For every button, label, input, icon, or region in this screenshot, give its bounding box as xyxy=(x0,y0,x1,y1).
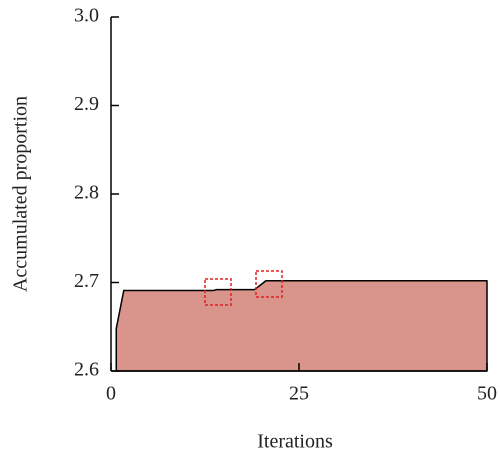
highlight-box xyxy=(204,278,232,306)
y-tick-label: 3.0 xyxy=(74,5,99,27)
x-tick-label: 0 xyxy=(106,383,116,405)
y-tick-label: 2.9 xyxy=(74,93,99,115)
y-tick-label: 2.7 xyxy=(74,270,99,292)
x-tick-label: 25 xyxy=(289,383,309,405)
y-tick-label: 2.6 xyxy=(74,359,99,381)
area xyxy=(115,279,488,372)
x-axis-label: Iterations xyxy=(257,431,333,453)
y-tick-label: 2.8 xyxy=(74,182,99,204)
x-tick-label: 50 xyxy=(477,383,497,405)
highlight-box xyxy=(255,270,283,298)
y-axis-label: Accumulated proportion xyxy=(10,96,32,292)
